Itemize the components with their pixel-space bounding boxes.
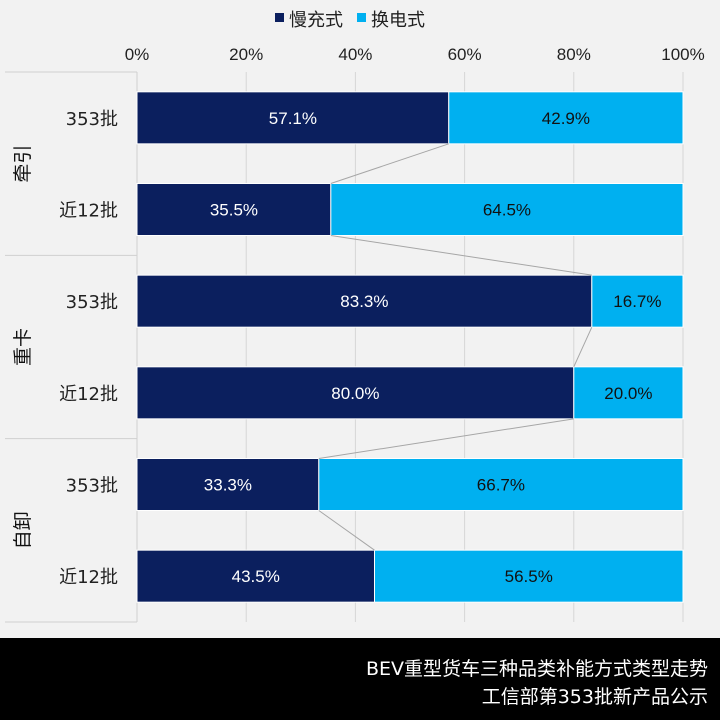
bar-segment-slow-charge: [136, 183, 332, 236]
data-label: 83.3%: [340, 292, 388, 311]
row-label: 近12批: [59, 567, 118, 588]
data-label: 33.3%: [204, 476, 252, 495]
data-label: 16.7%: [613, 292, 661, 311]
connector-line: [573, 326, 593, 368]
row-label: 近12批: [59, 384, 118, 405]
footer-subtitle: 工信部第353批新产品公示: [481, 686, 708, 708]
group-label: 牵引: [12, 145, 34, 183]
legend-swatch: [275, 13, 284, 22]
bar-segment-slow-charge: [136, 549, 376, 603]
x-tick-label: 60%: [448, 45, 482, 64]
connector-line: [330, 143, 449, 184]
bar-segment-slow-charge: [136, 274, 593, 328]
bar-segment-swap: [330, 183, 684, 236]
footer: BEV重型货车三种品类补能方式类型走势 工信部第353批新产品公示: [0, 638, 720, 720]
x-tick-label: 80%: [557, 45, 591, 64]
data-label: 80.0%: [331, 384, 379, 403]
stacked-bar-chart: 慢充式 换电式 0% 20% 40% 60% 80% 100% 牵引 353批 57.1% 42.9%…: [5, 10, 705, 623]
data-label: 35.5%: [210, 201, 258, 220]
connector-line: [318, 418, 574, 459]
row-label: 353批: [66, 476, 118, 497]
data-label: 57.1%: [269, 109, 317, 128]
x-tick-label: 20%: [229, 45, 263, 64]
x-tick-label: 40%: [338, 45, 372, 64]
legend-label: 换电式: [371, 10, 425, 31]
legend-label: 慢充式: [289, 10, 343, 31]
bar-segment-swap: [448, 91, 684, 145]
footer-title: BEV重型货车三种品类补能方式类型走势: [365, 658, 708, 680]
row-label: 353批: [66, 109, 118, 130]
bar-segment-slow-charge: [136, 366, 575, 420]
row-label: 近12批: [59, 201, 118, 222]
bar-segment-swap: [374, 549, 684, 603]
group-label: 自卸: [12, 511, 34, 549]
bar-segment-slow-charge: [136, 458, 320, 511]
data-label: 56.5%: [505, 567, 553, 586]
x-tick-label: 0%: [125, 45, 150, 64]
data-label: 20.0%: [604, 384, 652, 403]
data-label: 64.5%: [483, 201, 531, 220]
bar-segment-swap: [591, 274, 684, 328]
x-tick-label: 100%: [661, 45, 704, 64]
group-label: 重卡: [12, 328, 34, 366]
data-label: 43.5%: [232, 567, 280, 586]
data-label: 42.9%: [542, 109, 590, 128]
connector-line: [318, 510, 375, 551]
row-label: 353批: [66, 292, 118, 313]
bar-segment-swap: [318, 458, 684, 511]
bar-segment-swap: [573, 366, 684, 420]
connector-line: [330, 235, 592, 276]
legend-swatch: [357, 13, 366, 22]
data-label: 66.7%: [477, 476, 525, 495]
